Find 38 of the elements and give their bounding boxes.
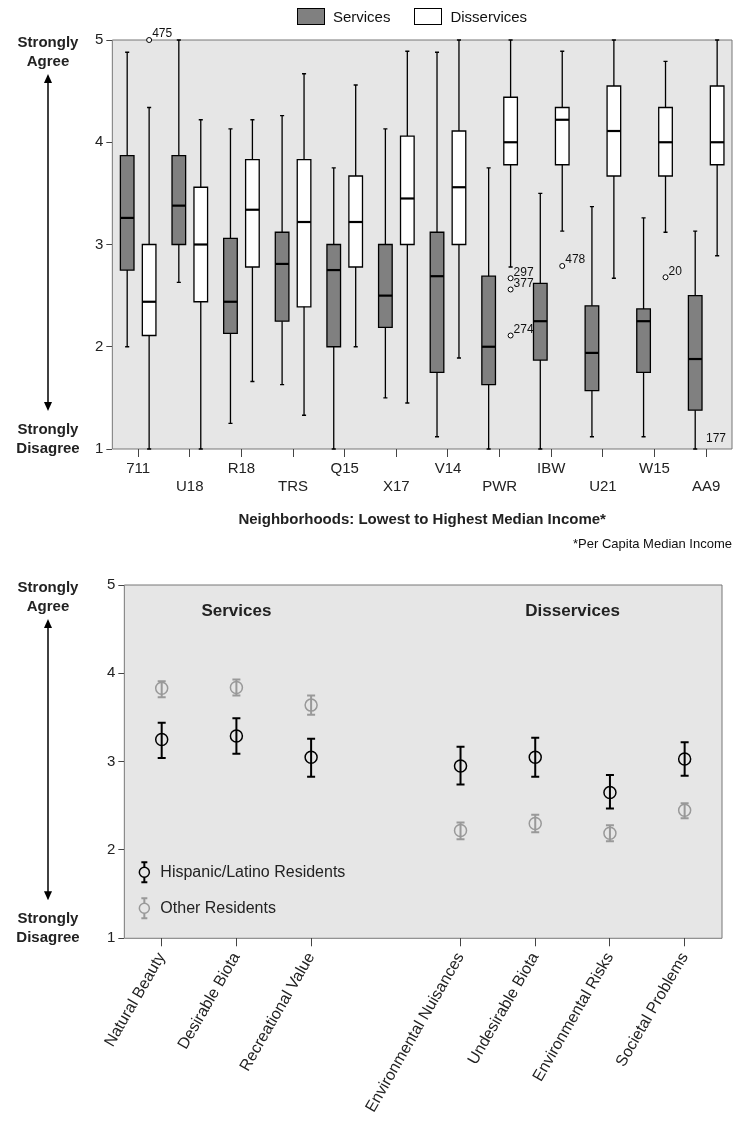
annotation: 475 — [152, 26, 173, 41]
x-tick-label: X17 — [383, 477, 410, 495]
y-tick-label: 3 — [107, 751, 116, 769]
x-tick-label: 711 — [126, 459, 151, 477]
x-tick-label: W15 — [639, 459, 670, 477]
y-tick-label: 5 — [107, 575, 116, 593]
x-tick-label: Q15 — [330, 459, 359, 477]
x-tick-label: PWR — [482, 477, 518, 495]
annotation: Disservices — [525, 601, 620, 621]
x-axis-title: Neighborhoods: Lowest to Highest Median Income* — [238, 510, 607, 528]
x-tick-label: TRS — [278, 477, 309, 495]
legend-label: Other Residents — [160, 898, 276, 916]
text: *Per Capita Median Income — [573, 536, 732, 552]
annotation: 177 — [706, 431, 727, 446]
x-tick-label: U21 — [589, 477, 617, 495]
x-tick-label: R18 — [227, 459, 256, 477]
legend-label: Services — [332, 8, 391, 25]
y-tick-label: 2 — [95, 336, 104, 354]
x-tick-label: IBW — [537, 459, 567, 477]
text: Strongly Disagree — [15, 419, 81, 457]
annotation: Services — [201, 601, 272, 621]
annotation: 20 — [668, 263, 683, 278]
y-tick-label: 1 — [107, 928, 116, 946]
y-tick-label: 1 — [95, 439, 104, 457]
text: Strongly Agree — [16, 32, 80, 70]
y-tick-label: 4 — [107, 663, 116, 681]
legend-label: Hispanic/Latino Residents — [160, 862, 346, 880]
legend-label: Disservices — [450, 8, 528, 25]
y-tick-label: 3 — [95, 234, 104, 252]
y-tick-label: 5 — [95, 30, 104, 48]
annotation: 478 — [565, 252, 586, 267]
x-tick-label: V14 — [434, 459, 462, 477]
text: Strongly Agree — [16, 577, 80, 615]
y-tick-label: 4 — [95, 132, 104, 150]
text: Strongly Disagree — [15, 908, 81, 947]
x-tick-label: U18 — [176, 477, 204, 495]
x-tick-label: AA9 — [692, 477, 721, 495]
y-tick-label: 2 — [107, 840, 116, 858]
